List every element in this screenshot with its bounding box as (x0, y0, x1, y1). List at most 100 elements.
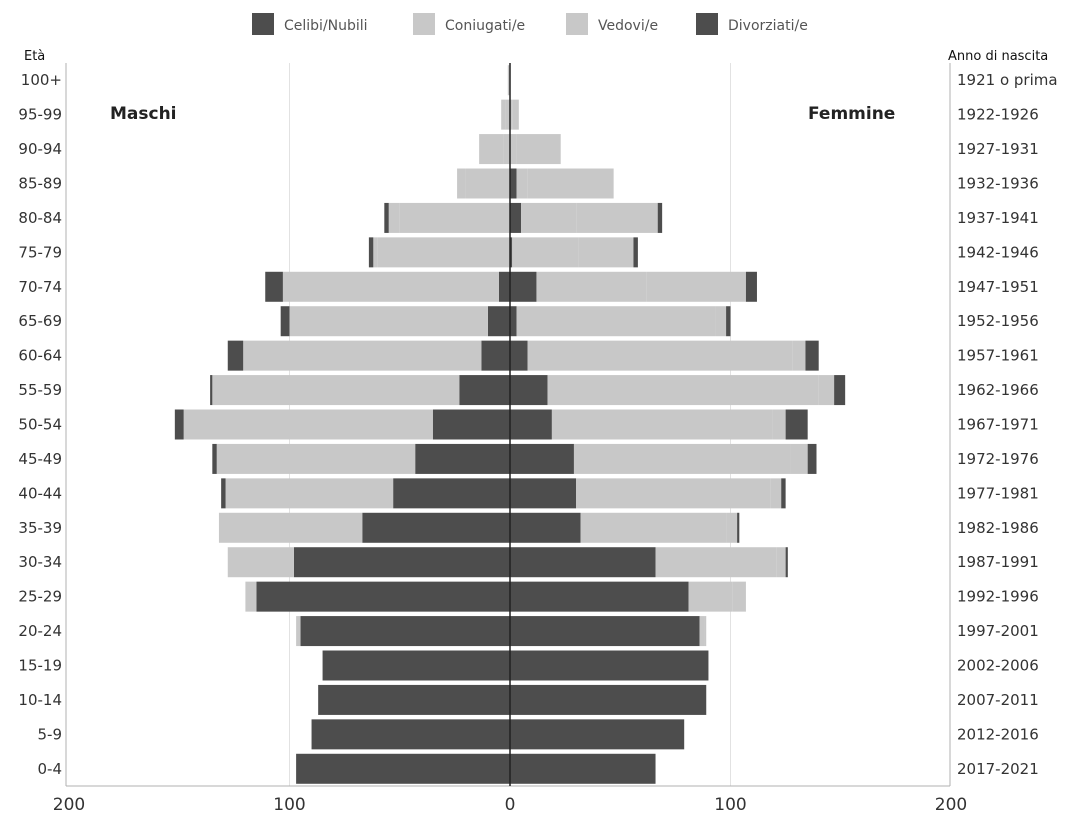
birth-year-label: 1952-1956 (957, 312, 1039, 330)
tick-labels: 100+ 1921 o prima 95-99 1922-1926 90-94 1927-… (18, 71, 1057, 815)
birth-year-label: 1927-1931 (957, 140, 1039, 158)
birth-year-label: 1942-1946 (957, 243, 1039, 261)
bar-male-0-4-Celibi/Nubili (296, 753, 510, 784)
birth-year-label: 2002-2006 (957, 657, 1039, 675)
legend: Celibi/Nubili Coniugati/e Vedovi/e Divorzia… (252, 13, 808, 35)
bar-female-0-4-Celibi/Nubili (510, 753, 656, 784)
axes (65, 63, 951, 787)
bar-female-40-44-Divorziati/e (781, 478, 786, 509)
bar-male-75-79-Coniugati/e (377, 237, 510, 268)
bar-female-75-79-Vedovi/e (578, 237, 634, 268)
bar-male-60-64-Coniugati/e (243, 340, 482, 371)
birth-year-label: 1937-1941 (957, 209, 1039, 227)
age-label: 5-9 (38, 725, 63, 743)
age-label: 30-34 (18, 553, 62, 571)
bar-male-40-44-Divorziati/e (221, 478, 226, 509)
bar-male-50-54-Celibi/Nubili (432, 409, 510, 440)
bar-female-55-59-Celibi/Nubili (510, 375, 548, 406)
bar-female-60-64-Coniugati/e (527, 340, 793, 371)
bar-male-85-89-Coniugati/e (465, 168, 510, 199)
birth-year-label: 1967-1971 (957, 416, 1039, 434)
bar-female-30-34-Vedovi/e (776, 547, 786, 578)
bar-male-60-64-Divorziati/e (227, 340, 244, 371)
age-label: 15-19 (18, 657, 62, 675)
bar-male-40-44-Coniugati/e (225, 478, 394, 509)
bar-female-95-99-Vedovi/e (512, 99, 519, 130)
bar-female-85-89-Celibi/Nubili (510, 168, 517, 199)
age-label: 0-4 (38, 760, 63, 778)
x-tick-label: 200 (935, 795, 967, 815)
age-label: 10-14 (18, 691, 62, 709)
birth-year-label: 2012-2016 (957, 725, 1039, 743)
bar-female-50-54-Celibi/Nubili (510, 409, 552, 440)
legend-label-1: Coniugati/e (445, 18, 525, 34)
bar-female-70-74-Vedovi/e (646, 271, 746, 302)
bar-female-20-24-Vedovi/e (704, 616, 707, 647)
bar-female-25-29-Celibi/Nubili (510, 581, 689, 612)
legend-swatch-1 (413, 13, 435, 35)
bar-female-45-49-Vedovi/e (790, 443, 808, 474)
bar-female-60-64-Celibi/Nubili (510, 340, 528, 371)
bar-female-5-9-Celibi/Nubili (510, 719, 685, 750)
bar-male-95-99-Vedovi/e (501, 99, 506, 130)
bar-female-55-59-Divorziati/e (834, 375, 846, 406)
bar-female-65-69-Coniugati/e (516, 306, 716, 337)
bar-female-50-54-Vedovi/e (772, 409, 786, 440)
bar-male-50-54-Divorziati/e (174, 409, 184, 440)
bar-male-80-84-Coniugati/e (399, 202, 510, 233)
bar-male-65-69-Divorziati/e (280, 306, 290, 337)
bar-female-85-89-Coniugati/e (516, 168, 528, 199)
bar-female-70-74-Divorziati/e (745, 271, 757, 302)
bar-female-75-79-Celibi/Nubili (510, 237, 513, 268)
legend-label-2: Vedovi/e (598, 18, 658, 34)
legend-label-0: Celibi/Nubili (284, 18, 368, 34)
bar-female-35-39-Celibi/Nubili (510, 512, 581, 543)
bar-female-30-34-Coniugati/e (655, 547, 777, 578)
age-label: 85-89 (18, 175, 62, 193)
birth-year-label: 1962-1966 (957, 381, 1039, 399)
bar-female-45-49-Divorziati/e (807, 443, 817, 474)
birth-year-label: 1982-1986 (957, 519, 1039, 537)
age-label: 40-44 (18, 484, 62, 502)
age-label: 100+ (21, 71, 62, 89)
birth-year-label: 1977-1981 (957, 484, 1039, 502)
birth-year-label: 2007-2011 (957, 691, 1039, 709)
bar-female-40-44-Celibi/Nubili (510, 478, 577, 509)
bar-female-85-89-Vedovi/e (527, 168, 614, 199)
bar-male-70-74-Divorziati/e (265, 271, 283, 302)
bar-male-90-94-Coniugati/e (503, 134, 510, 165)
bar-male-60-64-Celibi/Nubili (481, 340, 510, 371)
bar-male-70-74-Coniugati/e (282, 271, 499, 302)
bar-male-55-59-Divorziati/e (210, 375, 213, 406)
bar-female-65-69-Vedovi/e (715, 306, 727, 337)
age-label: 25-29 (18, 588, 62, 606)
birth-year-label: 1992-1996 (957, 588, 1039, 606)
bar-female-20-24-Coniugati/e (699, 616, 705, 647)
legend-swatch-2 (566, 13, 588, 35)
bar-male-100+-Vedovi/e (507, 65, 510, 96)
age-label: 80-84 (18, 209, 62, 227)
left-axis-title: Età (24, 49, 45, 64)
birth-year-label: 1922-1926 (957, 106, 1039, 124)
bar-female-65-69-Celibi/Nubili (510, 306, 517, 337)
bar-female-80-84-Coniugati/e (521, 202, 577, 233)
bar-male-15-19-Celibi/Nubili (322, 650, 510, 681)
bar-male-30-34-Coniugati/e (227, 547, 294, 578)
bar-female-40-44-Vedovi/e (770, 478, 782, 509)
bar-male-95-99-Coniugati/e (505, 99, 510, 130)
bar-female-50-54-Divorziati/e (785, 409, 808, 440)
bar-female-70-74-Celibi/Nubili (510, 271, 537, 302)
bar-male-10-14-Celibi/Nubili (318, 684, 510, 715)
bar-female-80-84-Vedovi/e (576, 202, 658, 233)
bar-female-55-59-Coniugati/e (547, 375, 819, 406)
legend-swatch-3 (696, 13, 718, 35)
bar-female-75-79-Coniugati/e (512, 237, 579, 268)
bar-male-20-24-Celibi/Nubili (300, 616, 510, 647)
x-tick-label: 100 (714, 795, 746, 815)
birth-year-label: 1947-1951 (957, 278, 1039, 296)
age-label: 95-99 (18, 106, 62, 124)
bar-male-65-69-Celibi/Nubili (487, 306, 510, 337)
birth-year-label: 1921 o prima (957, 71, 1058, 89)
birth-year-label: 1972-1976 (957, 450, 1039, 468)
